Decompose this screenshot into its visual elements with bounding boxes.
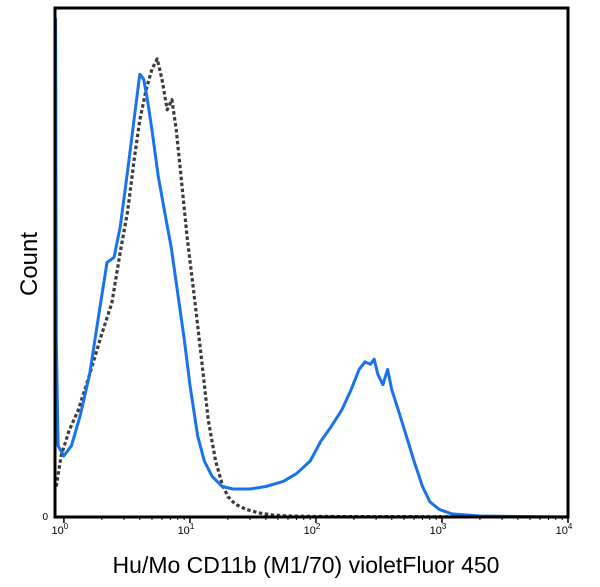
x-tick-exponent: 1	[190, 522, 195, 531]
x-tick-label: 104	[556, 522, 573, 537]
x-axis-label: Hu/Mo CD11b (M1/70) violetFluor 450	[113, 552, 500, 578]
plot-frame	[53, 6, 570, 519]
x-tick-base: 10	[304, 525, 316, 537]
series-layer	[54, 18, 569, 519]
stained-histogram-line	[54, 18, 569, 519]
x-tick-exponent: 0	[64, 522, 69, 531]
x-tick-exponent: 3	[442, 522, 447, 531]
x-tick-base: 10	[430, 525, 442, 537]
y-tick-label: 0	[42, 512, 48, 523]
x-tick-exponent: 2	[316, 522, 321, 531]
x-tick-label: 100	[52, 522, 69, 537]
x-tick-base: 10	[178, 525, 190, 537]
y-axis-label: Count	[16, 232, 43, 296]
x-tick-base: 10	[52, 525, 64, 537]
x-tick-label: 101	[178, 522, 195, 537]
x-tick-exponent: 4	[568, 522, 573, 531]
x-tick-label: 102	[304, 522, 321, 537]
control-histogram-line	[54, 57, 569, 519]
x-tick-label: 103	[430, 522, 447, 537]
x-tick-base: 10	[556, 525, 568, 537]
